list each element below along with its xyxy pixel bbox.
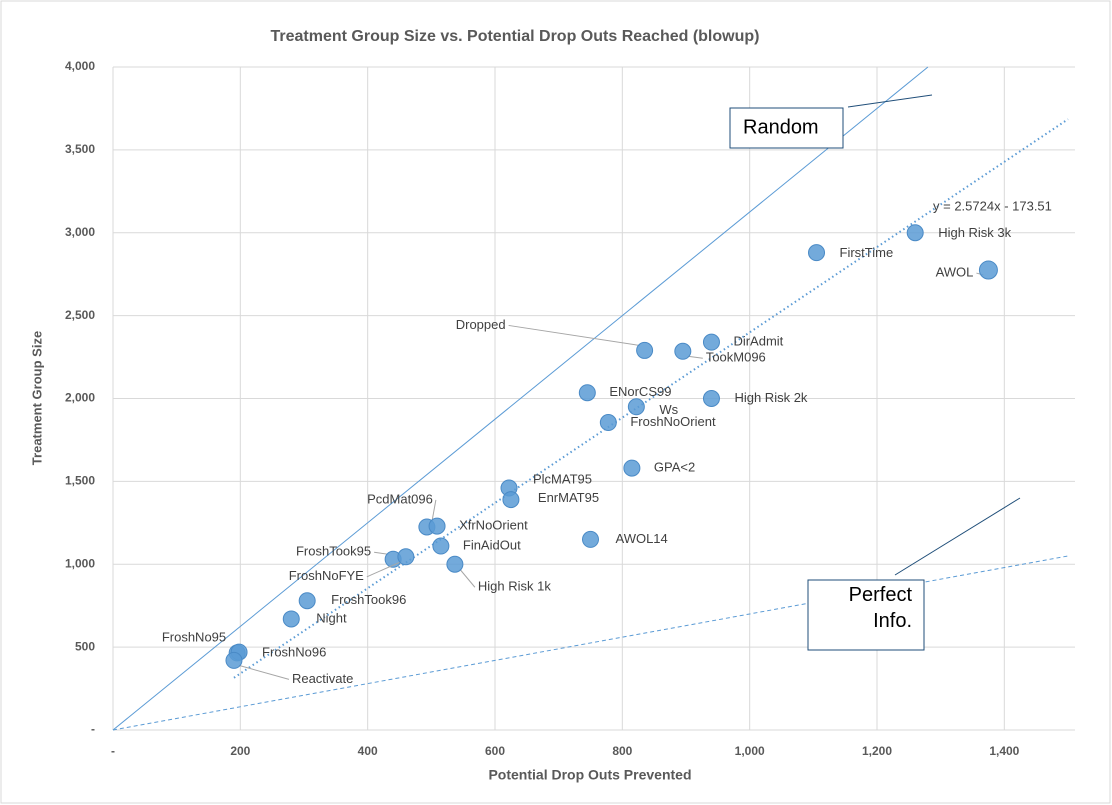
- label-leader: [238, 664, 290, 680]
- x-axis-label: Potential Drop Outs Prevented: [488, 767, 691, 783]
- x-tick-label: 400: [358, 744, 378, 758]
- x-tick-label: 1,400: [989, 744, 1019, 758]
- label-leader: [366, 561, 402, 578]
- point: [397, 548, 415, 566]
- data-label: GPA<2: [654, 460, 695, 475]
- data-label: High Risk 3k: [938, 225, 1011, 240]
- point: [578, 384, 596, 402]
- point: [446, 555, 464, 573]
- data-label: FirstTime: [840, 245, 894, 260]
- x-tick-label: 800: [612, 744, 632, 758]
- y-tick-label: 2,500: [65, 308, 95, 322]
- y-tick-label: 1,500: [65, 474, 95, 488]
- callout-text: Random: [743, 116, 819, 138]
- y-tick-label: 2,000: [65, 391, 95, 405]
- y-axis-label: Treatment Group Size: [29, 331, 44, 465]
- data-label: FroshNoOrient: [630, 414, 716, 429]
- y-tick-label: 500: [75, 639, 95, 653]
- y-tick-label: 3,500: [65, 142, 95, 156]
- y-tick-label: 1,000: [65, 556, 95, 570]
- data-label: PcdMat096: [367, 491, 433, 506]
- point: [674, 342, 692, 360]
- point: [627, 398, 645, 416]
- y-tick-label: 3,000: [65, 225, 95, 239]
- point: [906, 224, 924, 242]
- y-tick-label: -: [91, 722, 95, 736]
- data-label: High Risk 1k: [478, 579, 551, 594]
- point: [623, 459, 641, 477]
- data-label: FroshNo95: [162, 629, 226, 644]
- trendline: [233, 118, 1069, 679]
- point: [298, 592, 316, 610]
- reference-line: [112, 66, 929, 731]
- x-tick-label: 600: [485, 744, 505, 758]
- data-label: FroshNo96: [262, 645, 326, 660]
- point: [702, 333, 720, 351]
- point: [636, 341, 654, 359]
- trendline-label: y = 2.5724x - 173.51: [933, 198, 1052, 213]
- x-tick-label: 200: [230, 744, 250, 758]
- x-tick-label: -: [111, 744, 115, 758]
- point: [282, 610, 300, 628]
- point: [502, 491, 520, 509]
- data-label: FroshTook96: [331, 592, 406, 607]
- point: [808, 244, 826, 262]
- data-label: FroshNoFYE: [289, 568, 364, 583]
- label-leader: [687, 355, 703, 359]
- data-label: AWOL14: [616, 531, 668, 546]
- point: [582, 530, 599, 548]
- y-tick-label: 4,000: [65, 59, 95, 73]
- x-tick-label: 1,200: [862, 744, 892, 758]
- data-label: ENorCS99: [609, 384, 671, 399]
- data-label: Reactivate: [292, 671, 353, 686]
- data-label: DirAdmit: [733, 334, 783, 349]
- callout-leader: [847, 94, 933, 108]
- callout-text: Perfect Info.: [849, 584, 913, 632]
- point: [225, 651, 243, 669]
- callout-box: [807, 579, 925, 651]
- data-label: XfrNoOrient: [459, 518, 528, 533]
- data-label: Night: [316, 610, 347, 625]
- x-tick-label: 1,000: [735, 744, 765, 758]
- point: [978, 260, 998, 280]
- label-leader: [508, 324, 640, 346]
- chart-title: Treatment Group Size vs. Potential Drop …: [271, 28, 760, 45]
- data-label: Dropped: [456, 317, 506, 332]
- data-label: High Risk 2k: [734, 390, 807, 405]
- data-label: PlcMAT95: [533, 471, 592, 486]
- callout-leader: [894, 497, 1021, 576]
- label-leader: [459, 568, 476, 588]
- callout-box: [729, 107, 844, 149]
- label-leader: [431, 499, 437, 523]
- point: [599, 414, 617, 432]
- point: [702, 390, 720, 407]
- data-label: Ws: [659, 402, 678, 417]
- data-label: FroshTook95: [296, 544, 371, 559]
- data-label: FinAidOut: [463, 537, 521, 552]
- data-label: EnrMAT95: [538, 490, 599, 505]
- label-leader: [374, 551, 389, 555]
- point: [432, 537, 450, 555]
- data-label: AWOL: [936, 264, 974, 279]
- data-label: TookM096: [706, 350, 766, 365]
- point: [428, 517, 446, 535]
